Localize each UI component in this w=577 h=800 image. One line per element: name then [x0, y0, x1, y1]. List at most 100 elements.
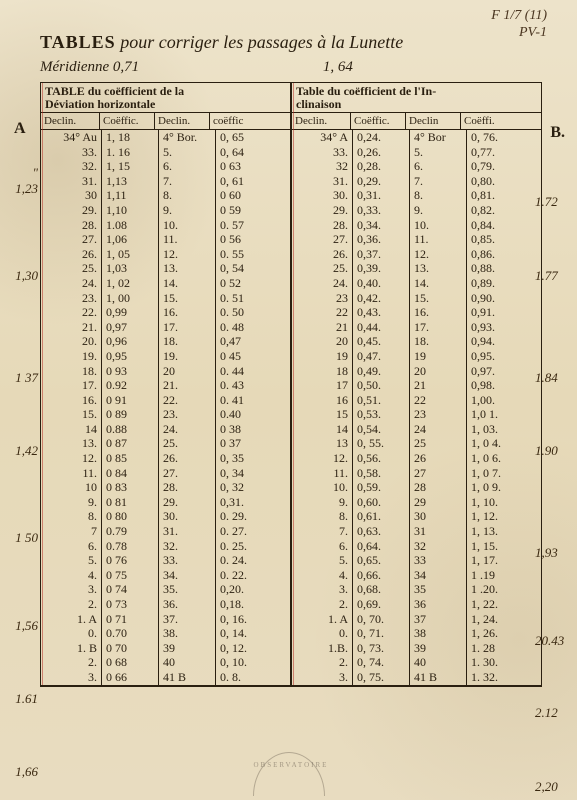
- table-cell: 0. 51: [216, 291, 274, 306]
- table-cell: 1. A: [41, 612, 102, 627]
- table-cell: 0,43.: [353, 305, 410, 320]
- table-cell: 12.: [292, 451, 353, 466]
- table-cell: 11.: [41, 466, 102, 481]
- table-cell: 0,54.: [353, 422, 410, 437]
- right-col-heads: Declin. Coëffic. Declin Coëffi.: [292, 113, 541, 130]
- table-cell: 16.: [159, 305, 216, 320]
- table-cell: 0.: [41, 626, 102, 641]
- table-cell: 16.: [41, 393, 102, 408]
- table-row: 15.0 8923.0.40: [41, 407, 290, 422]
- table-row: 4.0,66.341 .19: [292, 568, 541, 583]
- table-cell: 1. 28: [467, 641, 525, 656]
- table-cell: 34° A: [292, 130, 353, 145]
- table-cell: 28.: [292, 218, 353, 233]
- table-cell: 0,44.: [353, 320, 410, 335]
- table-row: 10.0,59.281, 0 9.: [292, 480, 541, 495]
- table-cell: 30.: [292, 188, 353, 203]
- table-row: 29.1,109.0 59: [41, 203, 290, 218]
- table-cell: 16.: [410, 305, 467, 320]
- table-cell: 0,31.: [353, 188, 410, 203]
- table-cell: 0,45.: [353, 334, 410, 349]
- table-cell: 0,56.: [353, 451, 410, 466]
- table-cell: 31.: [292, 174, 353, 189]
- table-cell: 0,36.: [353, 232, 410, 247]
- table-cell: 29: [410, 495, 467, 510]
- table-cell: 4.: [41, 568, 102, 583]
- table-cell: 1,03: [102, 261, 159, 276]
- table-cell: 15.: [41, 407, 102, 422]
- table-cell: 0,79.: [467, 159, 525, 174]
- table-cell: 27.: [41, 232, 102, 247]
- table-cell: 35: [410, 582, 467, 597]
- table-cell: 10.: [159, 218, 216, 233]
- table-cell: 8.: [292, 509, 353, 524]
- table-cell: 0, 76.: [467, 130, 525, 145]
- table-cell: 3.: [292, 670, 353, 685]
- table-cell: 11.: [159, 232, 216, 247]
- table-cell: 0. 29.: [216, 509, 274, 524]
- table-cell: 0 75: [102, 568, 159, 583]
- table-cell: 0, 12.: [216, 641, 274, 656]
- table-cell: 24.: [41, 276, 102, 291]
- table-cell: 23: [410, 407, 467, 422]
- table-cell: 20: [410, 364, 467, 379]
- table-cell: 22: [410, 393, 467, 408]
- table-cell: 22.: [41, 305, 102, 320]
- table-cell: 0, 35: [216, 451, 274, 466]
- table-row: 13.0 8725.0 37: [41, 436, 290, 451]
- table-cell: 18.: [410, 334, 467, 349]
- left-table-title: TABLE du coëfficient de la Déviation hor…: [41, 83, 290, 113]
- table-cell: 1,10: [102, 203, 159, 218]
- subtitle-a: Méridienne 0,71: [40, 59, 139, 75]
- table-cell: 18: [292, 364, 353, 379]
- table-cell: 0,81.: [467, 188, 525, 203]
- table-cell: 0. 48: [216, 320, 274, 335]
- label-b: B.: [550, 124, 565, 142]
- table-cell: 27.: [159, 466, 216, 481]
- table-cell: 1, 15: [102, 159, 159, 174]
- table-row: 27.1,0611.0 56: [41, 232, 290, 247]
- table-row: 32.1, 156.0 63: [41, 159, 290, 174]
- table-cell: 2.: [41, 655, 102, 670]
- subtitle: Méridienne 0,71 1, 64: [40, 59, 542, 76]
- table-cell: 0,86.: [467, 247, 525, 262]
- table-cell: 0,65.: [353, 553, 410, 568]
- table-cell: 0,31.: [216, 495, 274, 510]
- table-cell: 0 89: [102, 407, 159, 422]
- table-row: 21.0,9717.0. 48: [41, 320, 290, 335]
- table-cell: 0 91: [102, 393, 159, 408]
- table-cell: 36.: [159, 597, 216, 612]
- table-row: 2.0 7336.0,18.: [41, 597, 290, 612]
- col-head: coëffic: [210, 113, 266, 129]
- table-cell: 20: [292, 334, 353, 349]
- table-cell: 0. 22.: [216, 568, 274, 583]
- left-col-heads: Declin. Coëffic. Declin. coëffic: [41, 113, 290, 130]
- table-cell: 1,06: [102, 232, 159, 247]
- table-row: 9.0,60.291, 10.: [292, 495, 541, 510]
- table-cell: 0,37.: [353, 247, 410, 262]
- table-row: 34° A0,24.4° Bor0, 76.: [292, 130, 541, 145]
- table-cell: 0. 8.: [216, 670, 274, 685]
- table-cell: 15.: [159, 291, 216, 306]
- table-row: 0.0, 71.381, 26.: [292, 626, 541, 641]
- table-cell: 0,24.: [353, 130, 410, 145]
- table-cell: 27: [410, 466, 467, 481]
- tables-container: TABLE du coëfficient de la Déviation hor…: [40, 82, 542, 687]
- table-cell: 0.70: [102, 626, 159, 641]
- table-cell: 0,58.: [353, 466, 410, 481]
- table-cell: 19.: [159, 349, 216, 364]
- table-cell: 32.: [159, 539, 216, 554]
- table-row: 1.B.0, 73.391. 28: [292, 641, 541, 656]
- table-cell: 13: [292, 436, 353, 451]
- table-cell: 1, 12.: [467, 509, 525, 524]
- table-cell: 3.: [292, 582, 353, 597]
- table-row: 25.0,39.13.0,88.: [292, 261, 541, 276]
- table-cell: 1. 16: [102, 145, 159, 160]
- table-cell: 0,96: [102, 334, 159, 349]
- table-row: 3.0 7435.0,20.: [41, 582, 290, 597]
- table-row: 24.1, 0214.0 52: [41, 276, 290, 291]
- table-cell: 0, 73.: [353, 641, 410, 656]
- table-cell: 0, 65: [216, 130, 274, 145]
- table-row: 1. B0 70390, 12.: [41, 641, 290, 656]
- margin-note: 1 37: [10, 370, 38, 386]
